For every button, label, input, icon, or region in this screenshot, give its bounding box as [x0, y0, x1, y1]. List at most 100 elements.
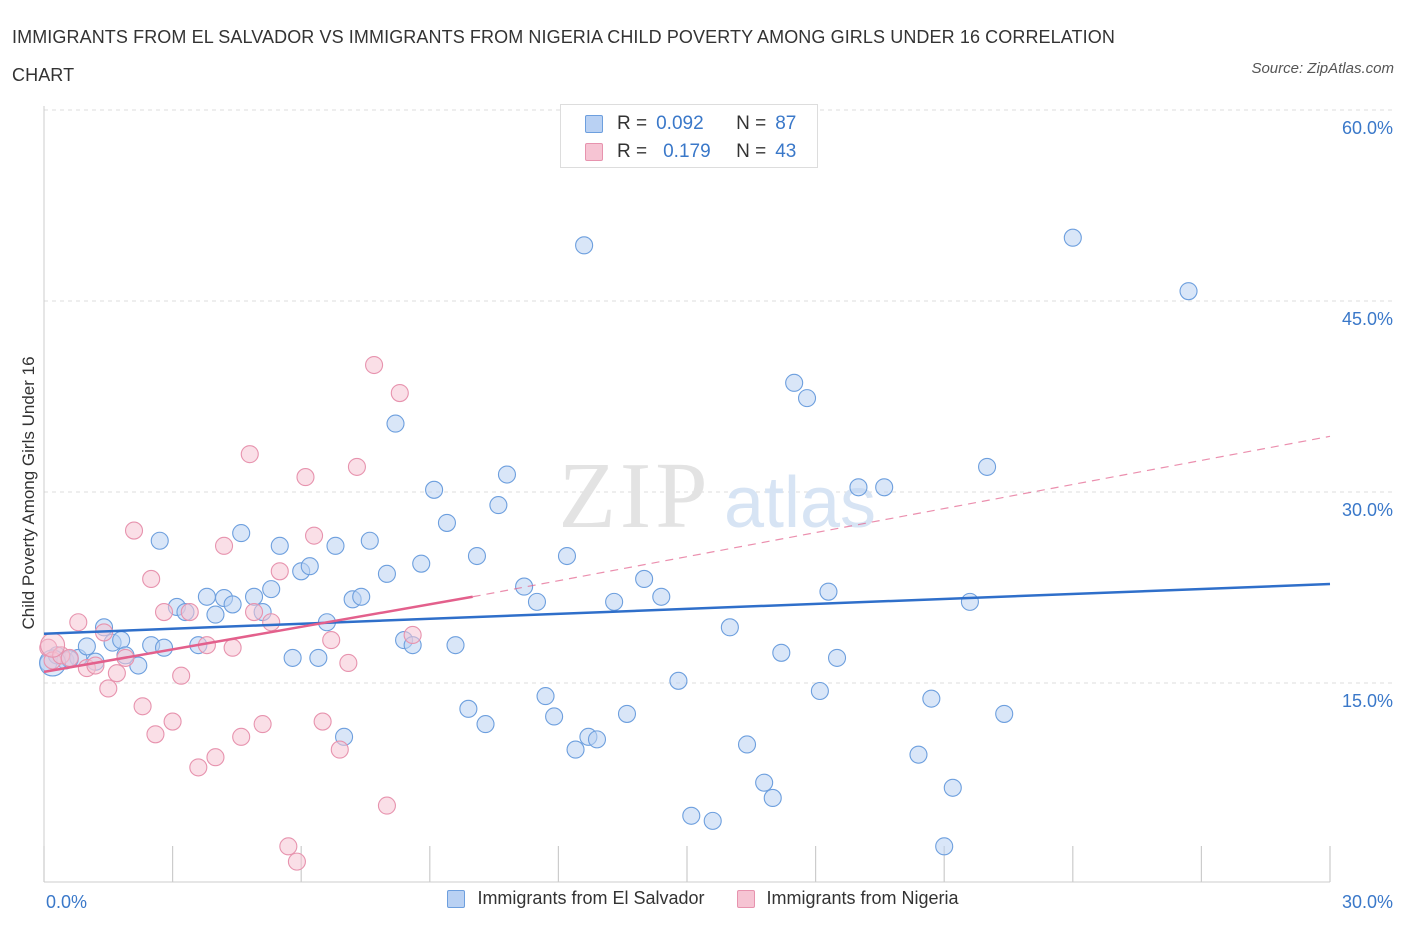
data-point-el-salvador [703, 811, 722, 830]
legend-n-value: 43 [775, 141, 797, 162]
data-point-el-salvador [566, 740, 585, 759]
data-point-el-salvador [909, 745, 928, 764]
legend-n-value: 87 [775, 113, 797, 134]
legend-r-value: 0.179 [663, 141, 711, 162]
legend-label-nigeria: Immigrants from Nigeria [766, 888, 959, 908]
y-tick-label: 45.0% [1342, 309, 1393, 329]
data-point-el-salvador [587, 730, 607, 749]
x-tick-label: 30.0% [1342, 892, 1393, 912]
legend-r-value: 0.092 [656, 113, 704, 134]
data-point-el-salvador [425, 480, 444, 499]
data-point-el-salvador [197, 587, 216, 606]
data-point-nigeria [142, 569, 161, 588]
data-point-el-salvador [737, 735, 757, 754]
data-point-el-salvador [810, 681, 829, 701]
legend-item-nigeria[interactable]: Immigrants from Nigeria [736, 888, 959, 909]
data-point-nigeria [305, 526, 324, 545]
data-point-nigeria [69, 613, 88, 632]
data-point-el-salvador [262, 580, 281, 599]
data-point-nigeria [172, 666, 191, 685]
data-point-el-salvador [309, 648, 328, 667]
data-point-el-salvador [386, 414, 405, 433]
trend-line-nigeria-extrapolated [472, 435, 1331, 598]
data-point-el-salvador [557, 546, 577, 566]
data-point-el-salvador [978, 457, 997, 476]
data-point-nigeria [339, 653, 358, 673]
data-point-el-salvador [300, 557, 319, 576]
data-point-nigeria [296, 468, 315, 487]
data-point-nigeria [330, 740, 349, 759]
data-point-el-salvador [849, 478, 868, 497]
data-point-el-salvador [755, 773, 774, 792]
y-tick-label: 30.0% [1342, 500, 1393, 520]
legend-swatch-pink [736, 889, 755, 908]
data-point-el-salvador [412, 554, 431, 573]
data-point-el-salvador [763, 788, 782, 808]
data-point-el-salvador [605, 592, 624, 611]
data-point-el-salvador [283, 648, 302, 667]
data-point-el-salvador [154, 638, 174, 657]
data-point-el-salvador [943, 778, 962, 797]
legend-r-label: R = [617, 141, 648, 162]
series-el-salvador-points [39, 228, 1198, 856]
data-point-el-salvador [270, 536, 289, 555]
legend-r-label: R = [617, 113, 648, 134]
data-point-nigeria [240, 445, 259, 464]
data-point-nigeria [206, 748, 225, 767]
data-point-el-salvador [827, 648, 847, 667]
chart-title: IMMIGRANTS FROM EL SALVADOR VS IMMIGRANT… [12, 27, 1115, 85]
data-point-el-salvador [720, 618, 739, 637]
legend-item-el-salvador[interactable]: Immigrants from El Salvador [447, 888, 705, 909]
data-point-el-salvador [652, 587, 671, 606]
data-point-el-salvador [536, 687, 555, 706]
source-label: Source: ZipAtlas.com [1251, 60, 1394, 77]
legend-swatch-pink [585, 143, 603, 161]
data-point-el-salvador [437, 513, 456, 532]
data-point-el-salvador [819, 582, 838, 601]
y-tick-label: 60.0% [1342, 118, 1393, 138]
data-point-nigeria [133, 697, 152, 716]
data-point-nigeria [322, 631, 341, 650]
data-point-el-salvador [360, 531, 379, 550]
data-point-el-salvador [545, 707, 564, 726]
data-point-el-salvador [459, 699, 478, 718]
legend-n-label: N = [736, 141, 767, 162]
y-tick-label: 15.0% [1342, 691, 1393, 711]
data-point-el-salvador [326, 536, 345, 555]
data-point-el-salvador [150, 531, 169, 550]
data-point-el-salvador [785, 373, 804, 392]
data-point-nigeria [365, 355, 384, 375]
series-nigeria-points [39, 355, 422, 871]
legend-row-el-salvador: R = 0.092 N = 87 [585, 111, 796, 137]
data-point-el-salvador [377, 564, 396, 583]
data-point-el-salvador [497, 465, 517, 484]
trend-line-el-salvador [43, 582, 1331, 635]
legend-row-nigeria: R = 0.179 N = 43 [585, 139, 796, 165]
data-point-el-salvador [635, 569, 654, 588]
legend-swatch-blue [585, 115, 603, 133]
data-point-nigeria [244, 603, 264, 622]
data-point-el-salvador [489, 496, 508, 515]
legend-n-label: N = [736, 113, 767, 134]
data-point-nigeria [403, 625, 422, 645]
data-point-nigeria [270, 562, 289, 581]
data-point-nigeria [287, 852, 306, 871]
data-point-nigeria [40, 632, 66, 658]
data-point-nigeria [60, 648, 79, 667]
data-point-el-salvador [446, 636, 465, 655]
data-point-nigeria [232, 727, 251, 746]
data-point-nigeria [146, 725, 165, 744]
data-point-el-salvador [112, 631, 131, 650]
data-point-el-salvador [960, 592, 979, 611]
watermark-zip: ZIP [559, 444, 712, 548]
trend-line-nigeria [43, 595, 473, 674]
axes-layer [43, 106, 1331, 883]
data-point-nigeria [347, 457, 366, 476]
data-point-nigeria [223, 638, 242, 657]
data-point-el-salvador [1179, 282, 1198, 301]
data-point-el-salvador [476, 715, 495, 734]
data-point-nigeria [99, 679, 118, 698]
legend-swatch-blue [447, 889, 466, 908]
data-point-el-salvador [515, 577, 534, 596]
